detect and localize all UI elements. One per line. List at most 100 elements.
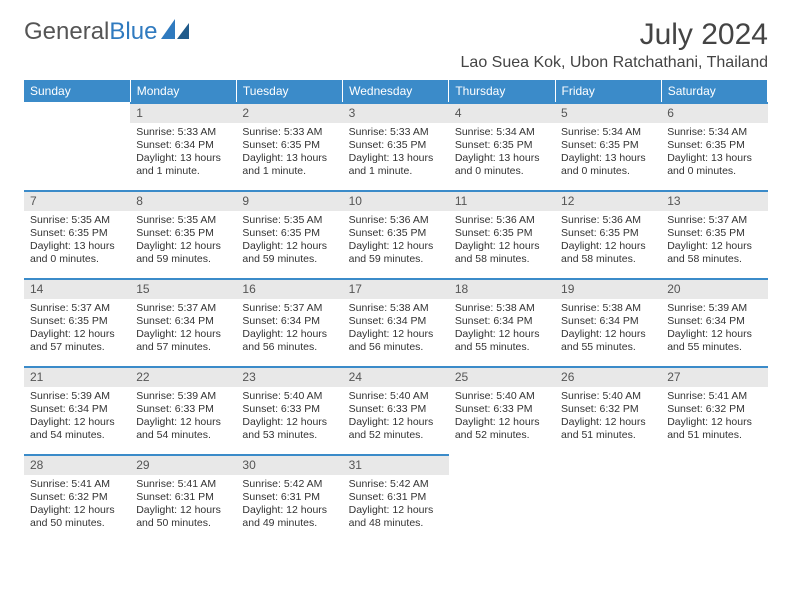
calendar-cell: 18Sunrise: 5:38 AMSunset: 6:34 PMDayligh… [449,278,555,366]
sunrise-text: Sunrise: 5:36 AM [349,214,443,227]
day-content: Sunrise: 5:34 AMSunset: 6:35 PMDaylight:… [661,123,767,183]
daylight-text: Daylight: 12 hours [242,416,336,429]
daylight-text: Daylight: 12 hours [455,240,549,253]
calendar-cell [449,454,555,542]
sunset-text: Sunset: 6:33 PM [349,403,443,416]
sunrise-text: Sunrise: 5:40 AM [242,390,336,403]
day-content: Sunrise: 5:40 AMSunset: 6:32 PMDaylight:… [555,387,661,447]
sunset-text: Sunset: 6:34 PM [30,403,124,416]
daylight-text: and 58 minutes. [561,253,655,266]
day-content: Sunrise: 5:33 AMSunset: 6:35 PMDaylight:… [236,123,342,183]
daylight-text: and 59 minutes. [349,253,443,266]
calendar-cell: 8Sunrise: 5:35 AMSunset: 6:35 PMDaylight… [130,190,236,278]
sunset-text: Sunset: 6:31 PM [242,491,336,504]
day-number: 4 [449,102,555,123]
daylight-text: Daylight: 12 hours [242,504,336,517]
day-number: 17 [343,278,449,299]
sunrise-text: Sunrise: 5:34 AM [561,126,655,139]
day-number: 9 [236,190,342,211]
weekday-header: Friday [555,80,661,102]
day-content: Sunrise: 5:42 AMSunset: 6:31 PMDaylight:… [236,475,342,535]
daylight-text: and 55 minutes. [455,341,549,354]
calendar-week: 1Sunrise: 5:33 AMSunset: 6:34 PMDaylight… [24,102,768,190]
daylight-text: Daylight: 12 hours [561,416,655,429]
daylight-text: Daylight: 12 hours [455,416,549,429]
calendar-body: 1Sunrise: 5:33 AMSunset: 6:34 PMDaylight… [24,102,768,542]
day-content: Sunrise: 5:37 AMSunset: 6:35 PMDaylight:… [24,299,130,359]
day-number: 29 [130,454,236,475]
sunrise-text: Sunrise: 5:39 AM [667,302,761,315]
sunrise-text: Sunrise: 5:39 AM [30,390,124,403]
sunset-text: Sunset: 6:35 PM [242,227,336,240]
daylight-text: and 57 minutes. [136,341,230,354]
daylight-text: Daylight: 12 hours [136,240,230,253]
sunset-text: Sunset: 6:35 PM [242,139,336,152]
daylight-text: Daylight: 12 hours [667,240,761,253]
daylight-text: Daylight: 12 hours [30,328,124,341]
day-content: Sunrise: 5:34 AMSunset: 6:35 PMDaylight:… [449,123,555,183]
day-content: Sunrise: 5:36 AMSunset: 6:35 PMDaylight:… [449,211,555,271]
sunset-text: Sunset: 6:34 PM [136,315,230,328]
day-content: Sunrise: 5:42 AMSunset: 6:31 PMDaylight:… [343,475,449,535]
day-number: 19 [555,278,661,299]
daylight-text: Daylight: 12 hours [349,504,443,517]
day-content: Sunrise: 5:33 AMSunset: 6:35 PMDaylight:… [343,123,449,183]
daylight-text: and 1 minute. [349,165,443,178]
weekday-header: Thursday [449,80,555,102]
day-content: Sunrise: 5:40 AMSunset: 6:33 PMDaylight:… [449,387,555,447]
day-number: 15 [130,278,236,299]
daylight-text: and 51 minutes. [561,429,655,442]
calendar-cell [24,102,130,190]
daylight-text: Daylight: 12 hours [242,328,336,341]
day-number: 12 [555,190,661,211]
sunrise-text: Sunrise: 5:40 AM [455,390,549,403]
daylight-text: Daylight: 12 hours [561,240,655,253]
sunrise-text: Sunrise: 5:37 AM [667,214,761,227]
calendar-cell: 26Sunrise: 5:40 AMSunset: 6:32 PMDayligh… [555,366,661,454]
day-number: 27 [661,366,767,387]
weekday-header: Wednesday [343,80,449,102]
daylight-text: and 58 minutes. [455,253,549,266]
day-content: Sunrise: 5:37 AMSunset: 6:34 PMDaylight:… [130,299,236,359]
brand-logo: GeneralBlue [24,18,189,46]
daylight-text: Daylight: 12 hours [349,416,443,429]
daylight-text: Daylight: 13 hours [667,152,761,165]
calendar-cell: 10Sunrise: 5:36 AMSunset: 6:35 PMDayligh… [343,190,449,278]
daylight-text: and 57 minutes. [30,341,124,354]
sunrise-text: Sunrise: 5:34 AM [455,126,549,139]
daylight-text: Daylight: 12 hours [136,416,230,429]
day-number: 11 [449,190,555,211]
sunrise-text: Sunrise: 5:41 AM [136,478,230,491]
day-number: 20 [661,278,767,299]
calendar-cell: 6Sunrise: 5:34 AMSunset: 6:35 PMDaylight… [661,102,767,190]
calendar-cell: 28Sunrise: 5:41 AMSunset: 6:32 PMDayligh… [24,454,130,542]
sunset-text: Sunset: 6:35 PM [561,227,655,240]
daylight-text: Daylight: 12 hours [30,416,124,429]
calendar-cell: 14Sunrise: 5:37 AMSunset: 6:35 PMDayligh… [24,278,130,366]
daylight-text: Daylight: 13 hours [561,152,655,165]
calendar-cell: 27Sunrise: 5:41 AMSunset: 6:32 PMDayligh… [661,366,767,454]
weekday-header: Saturday [661,80,767,102]
sunset-text: Sunset: 6:35 PM [455,227,549,240]
sunrise-text: Sunrise: 5:38 AM [455,302,549,315]
sunrise-text: Sunrise: 5:39 AM [136,390,230,403]
daylight-text: and 54 minutes. [30,429,124,442]
day-content: Sunrise: 5:36 AMSunset: 6:35 PMDaylight:… [555,211,661,271]
sunrise-text: Sunrise: 5:38 AM [349,302,443,315]
sunrise-text: Sunrise: 5:42 AM [349,478,443,491]
sunset-text: Sunset: 6:34 PM [349,315,443,328]
sunrise-text: Sunrise: 5:35 AM [30,214,124,227]
daylight-text: and 56 minutes. [349,341,443,354]
sunrise-text: Sunrise: 5:41 AM [30,478,124,491]
day-number: 18 [449,278,555,299]
day-number: 6 [661,102,767,123]
day-content: Sunrise: 5:39 AMSunset: 6:34 PMDaylight:… [24,387,130,447]
daylight-text: and 52 minutes. [455,429,549,442]
daylight-text: and 1 minute. [136,165,230,178]
daylight-text: and 59 minutes. [136,253,230,266]
sunset-text: Sunset: 6:34 PM [242,315,336,328]
sunset-text: Sunset: 6:33 PM [242,403,336,416]
daylight-text: Daylight: 12 hours [136,504,230,517]
daylight-text: Daylight: 13 hours [349,152,443,165]
sunrise-text: Sunrise: 5:36 AM [455,214,549,227]
